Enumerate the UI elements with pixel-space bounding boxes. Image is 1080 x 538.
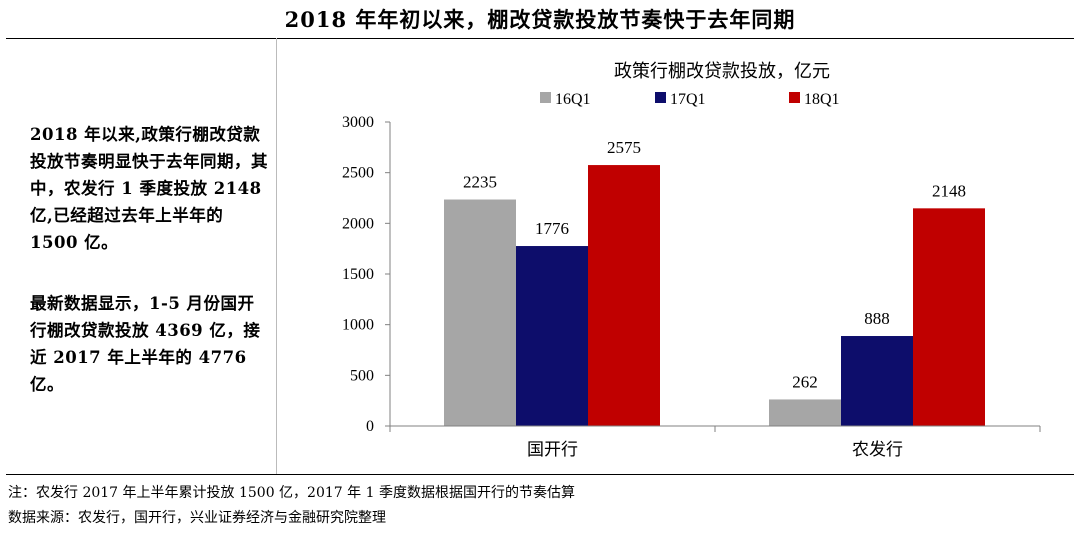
bar-17Q1 — [516, 246, 588, 426]
chart-legend: 16Q1 17Q1 18Q1 — [540, 91, 840, 108]
legend-swatch-16Q1 — [540, 92, 551, 103]
footnote-source: 数据来源：农发行，国开行，兴业证券经济与金融研究院整理 — [8, 510, 386, 526]
y-tick-label: 2000 — [342, 215, 374, 232]
legend-swatch-17Q1 — [655, 92, 666, 103]
data-label-17Q1: 1776 — [535, 219, 569, 238]
x-axis: 国开行 农发行 — [389, 425, 1041, 460]
bottom-divider — [6, 474, 1074, 475]
bar-17Q1 — [841, 336, 913, 426]
data-label-18Q1: 2575 — [607, 138, 641, 157]
data-label-17Q1: 888 — [864, 309, 890, 328]
data-label-18Q1: 2148 — [932, 181, 966, 200]
data-label-16Q1: 2235 — [463, 173, 497, 192]
summary-paragraph-2: 最新数据显示，1-5 月份国开行棚改贷款投放 4369 亿，接近 2017 年上… — [30, 294, 261, 394]
chart-bars: 2235 1776 2575 262 888 2148 — [444, 138, 985, 427]
footnotes: 注：农发行 2017 年上半年累计投放 1500 亿，2017 年 1 季度数据… — [8, 481, 575, 531]
legend-label-17Q1: 17Q1 — [670, 91, 706, 108]
y-tick-label: 3000 — [342, 114, 374, 131]
bar-16Q1 — [769, 399, 841, 426]
legend-swatch-18Q1 — [789, 92, 800, 103]
legend-label-18Q1: 18Q1 — [804, 91, 840, 108]
bar-18Q1 — [913, 208, 985, 426]
y-tick-label: 2500 — [342, 165, 374, 182]
summary-paragraph-1: 2018 年以来,政策行棚改贷款投放节奏明显快于去年同期，其中，农发行 1 季度… — [30, 125, 268, 252]
y-tick-label: 0 — [366, 418, 374, 435]
x-category-label: 国开行 — [527, 440, 578, 460]
vertical-divider — [276, 38, 277, 474]
y-tick-label: 1500 — [342, 266, 374, 283]
top-divider — [6, 38, 1074, 39]
chart-title: 政策行棚改贷款投放，亿元 — [614, 61, 830, 82]
legend-label-16Q1: 16Q1 — [555, 91, 591, 108]
y-tick-label: 1000 — [342, 317, 374, 334]
bar-18Q1 — [588, 165, 660, 427]
page-title: 2018 年年初以来，棚改贷款投放节奏快于去年同期 — [284, 7, 796, 32]
y-tick-label: 500 — [350, 367, 374, 384]
x-category-label: 农发行 — [852, 440, 903, 460]
y-axis: 0 500 1000 1500 2000 2500 3000 — [342, 114, 391, 435]
footnote-note: 注：农发行 2017 年上半年累计投放 1500 亿，2017 年 1 季度数据… — [8, 485, 575, 501]
bar-16Q1 — [444, 199, 516, 426]
data-label-16Q1: 262 — [792, 372, 818, 391]
